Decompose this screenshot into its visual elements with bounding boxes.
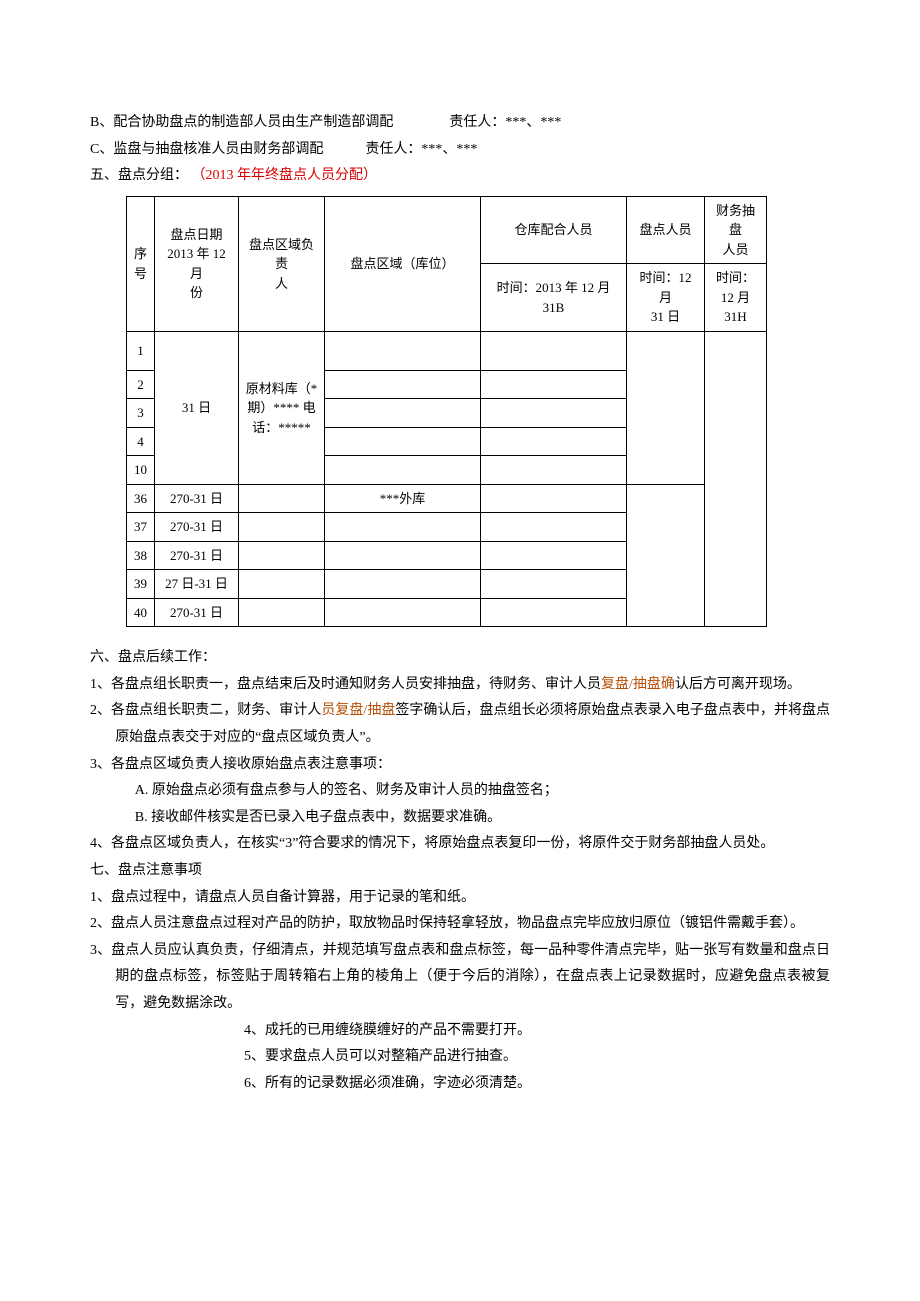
table-header-row-1: 序号 盘点日期2013 年 12 月份 盘点区域负责人 盘点区域（库位） 仓库配… (127, 196, 767, 264)
cell-area (325, 570, 481, 599)
cell-inv-merged-2 (627, 484, 705, 627)
th-date: 盘点日期2013 年 12 月份 (155, 196, 239, 331)
six-p1a: 1、各盘点组长职责一，盘点结束后及时通知财务人员安排抽盘，待财务、审计人员 (90, 677, 601, 692)
cell-warep (481, 541, 627, 570)
cell-owner (239, 541, 325, 570)
cell-date-merged: 31 日 (155, 331, 239, 484)
six-p1: 1、各盘点组长职责一，盘点结束后及时通知财务人员安排抽盘，待财务、审计人员复盘/… (90, 672, 830, 699)
cell-date: 270-31 日 (155, 598, 239, 627)
six-p1c: 认后方可离开现场。 (675, 677, 801, 692)
cell-warep (481, 427, 627, 456)
cell-warep (481, 570, 627, 599)
seven-p5: 5、要求盘点人员可以对整箱产品进行抽查。 (90, 1044, 830, 1071)
section-five-red: （2013 年年终盘点人员分配） (192, 168, 378, 183)
six-p3: 3、各盘点区域负责人接收原始盘点表注意事项： (90, 752, 830, 779)
table-row: 1 31 日 原材料库（*期）**** 电话：***** (127, 331, 767, 370)
cell-date: 27 日-31 日 (155, 570, 239, 599)
section-five-prefix: 五、盘点分组： (90, 168, 188, 183)
cell-seq: 37 (127, 513, 155, 542)
cell-area (325, 331, 481, 370)
cell-seq: 10 (127, 456, 155, 485)
cell-seq: 4 (127, 427, 155, 456)
six-p3a: A. 原始盘点必须有盘点参与人的签名、财务及审计人员的抽盘签名； (90, 778, 830, 805)
seven-p1: 1、盘点过程中，请盘点人员自备计算器，用于记录的笔和纸。 (90, 885, 830, 912)
six-p3b: B. 接收邮件核实是否已录入电子盘点表中，数据要求准确。 (90, 805, 830, 832)
cell-owner-merged: 原材料库（*期）**** 电话：***** (239, 331, 325, 484)
section-seven-title: 七、盘点注意事项 (90, 858, 830, 885)
cell-warep (481, 513, 627, 542)
inventory-table: 序号 盘点日期2013 年 12 月份 盘点区域负责人 盘点区域（库位） 仓库配… (126, 196, 767, 628)
six-p1b: 复盘/抽盘确 (601, 677, 675, 692)
cell-owner (239, 570, 325, 599)
cell-area (325, 598, 481, 627)
seven-p3: 3、盘点人员应认真负责，仔细清点，并规范填写盘点表和盘点标签，每一品种零件清点完… (90, 938, 830, 1018)
cell-warep (481, 484, 627, 513)
cell-area (325, 399, 481, 428)
th2-fin: 时间：12 月31H (705, 264, 767, 332)
cell-fin-merged (705, 331, 767, 627)
cell-warep (481, 456, 627, 485)
th-fin: 财务抽盘人员 (705, 196, 767, 264)
cell-owner (239, 513, 325, 542)
th-warep: 仓库配合人员 (481, 196, 627, 264)
seven-p2: 2、盘点人员注意盘点过程对产品的防护，取放物品时保持轻拿轻放，物品盘点完毕应放归… (90, 911, 830, 938)
cell-warep (481, 370, 627, 399)
cell-owner (239, 484, 325, 513)
cell-area (325, 513, 481, 542)
cell-area: ***外库 (325, 484, 481, 513)
table-row: 36 270-31 日 ***外库 (127, 484, 767, 513)
cell-seq: 38 (127, 541, 155, 570)
cell-seq: 2 (127, 370, 155, 399)
cell-warep (481, 399, 627, 428)
cell-seq: 3 (127, 399, 155, 428)
section-five: 五、盘点分组： （2013 年年终盘点人员分配） (90, 163, 830, 190)
line-b: B、配合协助盘点的制造部人员由生产制造部调配 责任人：***、*** (90, 110, 830, 137)
cell-seq: 1 (127, 331, 155, 370)
six-p2: 2、各盘点组长职责二，财务、审计人员复盘/抽盘签字确认后，盘点组长必须将原始盘点… (90, 698, 830, 751)
cell-warep (481, 331, 627, 370)
cell-seq: 39 (127, 570, 155, 599)
th-inv: 盘点人员 (627, 196, 705, 264)
th-seq: 序号 (127, 196, 155, 331)
cell-area (325, 427, 481, 456)
cell-area (325, 370, 481, 399)
th2-warep: 时间：2013 年 12 月 31B (481, 264, 627, 332)
cell-seq: 36 (127, 484, 155, 513)
cell-date: 270-31 日 (155, 484, 239, 513)
cell-date: 270-31 日 (155, 541, 239, 570)
cell-warep (481, 598, 627, 627)
seven-p4: 4、成托的已用缠绕膜缠好的产品不需要打开。 (90, 1018, 830, 1045)
six-p4: 4、各盘点区域负责人，在核实“3”符合要求的情况下，将原始盘点表复印一份，将原件… (90, 831, 830, 858)
cell-area (325, 456, 481, 485)
six-p2b: 员复盘/抽盘 (321, 703, 395, 718)
seven-p6: 6、所有的记录数据必须准确，字迹必须清楚。 (90, 1071, 830, 1098)
cell-inv-merged (627, 331, 705, 484)
cell-seq: 40 (127, 598, 155, 627)
six-p2a: 2、各盘点组长职责二，财务、审计人 (90, 703, 321, 718)
th-owner: 盘点区域负责人 (239, 196, 325, 331)
cell-area (325, 541, 481, 570)
th2-inv: 时间：12 月31 日 (627, 264, 705, 332)
cell-owner (239, 598, 325, 627)
th-area: 盘点区域（库位） (325, 196, 481, 331)
line-c: C、监盘与抽盘核准人员由财务部调配 责任人：***、*** (90, 137, 830, 164)
section-six-title: 六、盘点后续工作： (90, 645, 830, 672)
cell-date: 270-31 日 (155, 513, 239, 542)
